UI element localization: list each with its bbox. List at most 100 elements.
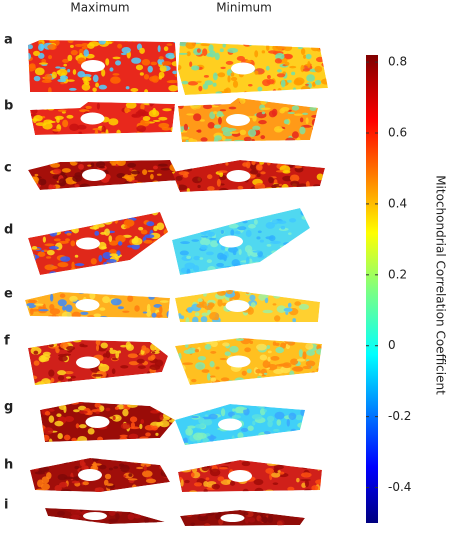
cell-texture [113, 376, 122, 384]
cell-texture [142, 470, 153, 478]
cell-texture [146, 309, 152, 317]
cell-texture [258, 378, 267, 385]
cell-texture [41, 228, 47, 232]
cell-texture [139, 47, 145, 54]
cell-texture [200, 244, 208, 250]
cell-texture [299, 267, 310, 273]
cell-texture [137, 109, 146, 117]
cell-texture [191, 378, 197, 383]
cell-texture [303, 263, 310, 266]
cell-texture [65, 102, 69, 109]
cell-texture [218, 466, 228, 470]
cell-texture [198, 85, 203, 92]
cell-texture [180, 208, 187, 211]
cell-texture [197, 184, 201, 189]
cell-texture [258, 293, 266, 301]
cell-texture [87, 43, 95, 49]
cell-texture [305, 253, 310, 258]
cell-texture [131, 113, 138, 118]
cell-texture [234, 406, 242, 414]
cell-texture [129, 167, 133, 171]
cell-texture [277, 69, 282, 73]
cell-texture [282, 265, 288, 269]
cell-texture [117, 306, 124, 310]
cell-texture [156, 222, 165, 231]
cell-texture [145, 478, 157, 484]
cell-texture [99, 166, 105, 169]
cell-texture [259, 354, 268, 361]
colorbar-tick-label: 0.8 [388, 55, 407, 69]
cell-texture [162, 215, 168, 220]
cell-texture [214, 135, 223, 141]
cell-texture [120, 365, 129, 369]
row-label: c [4, 161, 12, 176]
cell-texture [32, 263, 38, 269]
cell-texture [212, 510, 217, 513]
cell-texture [97, 436, 104, 442]
cell-texture [214, 161, 220, 165]
cell-texture [271, 185, 277, 189]
cell-texture [175, 228, 182, 234]
cell-texture [296, 477, 300, 483]
cell-texture [255, 369, 261, 374]
cell-texture [99, 316, 109, 318]
cell-texture [244, 347, 251, 353]
cell-texture [304, 253, 310, 257]
cell-texture [264, 489, 275, 492]
cell-texture [201, 312, 209, 317]
cell-texture [210, 240, 219, 248]
cell-texture [254, 183, 266, 191]
cell-texture [254, 50, 259, 58]
cell-texture [280, 106, 290, 112]
cell-texture [266, 462, 277, 467]
cell-texture [160, 292, 166, 297]
cell-texture [46, 472, 52, 480]
cell-texture [254, 487, 264, 492]
cell-texture [287, 486, 295, 492]
cell-texture [73, 409, 80, 413]
cell-texture [161, 61, 172, 66]
cell-texture [57, 375, 65, 381]
cell-texture [289, 370, 295, 379]
cell-texture [182, 167, 193, 172]
cell-texture [312, 82, 316, 87]
cell-texture [112, 73, 120, 76]
cell-texture [178, 352, 182, 360]
cell-texture [28, 381, 36, 385]
cell-texture [118, 212, 125, 215]
cell-texture [110, 76, 121, 84]
cell-texture [183, 442, 189, 445]
cell-texture [202, 83, 209, 90]
cell-texture [114, 216, 119, 224]
cell-texture [302, 521, 305, 525]
cell-texture [264, 208, 269, 213]
cell-texture [31, 107, 38, 114]
cell-texture [66, 271, 75, 275]
cell-texture [311, 485, 319, 491]
cell-texture [183, 349, 195, 354]
cell-image [175, 404, 305, 445]
cell-texture [207, 266, 216, 273]
cell-texture [62, 119, 69, 128]
cell-texture [68, 272, 74, 275]
colorbar-tick-label: 0.6 [388, 126, 407, 140]
cell-texture [168, 430, 175, 439]
cell-texture [95, 411, 100, 415]
cell-texture [205, 208, 215, 215]
cell-texture [305, 117, 309, 125]
cell-texture [276, 272, 282, 275]
cell-texture [296, 358, 306, 362]
cell-texture [127, 245, 134, 248]
cell-texture [305, 343, 314, 350]
cell-texture [40, 43, 44, 51]
cell-texture [232, 219, 244, 223]
cell-texture [108, 518, 118, 523]
cell-texture [207, 231, 216, 237]
row-label: a [4, 33, 13, 48]
cell-texture [209, 375, 216, 378]
cell-texture [234, 219, 240, 224]
cell-texture [90, 258, 97, 265]
cell-texture [127, 478, 138, 481]
cell-images: a b c d e f g h i [4, 33, 328, 526]
cell-texture [72, 69, 77, 75]
